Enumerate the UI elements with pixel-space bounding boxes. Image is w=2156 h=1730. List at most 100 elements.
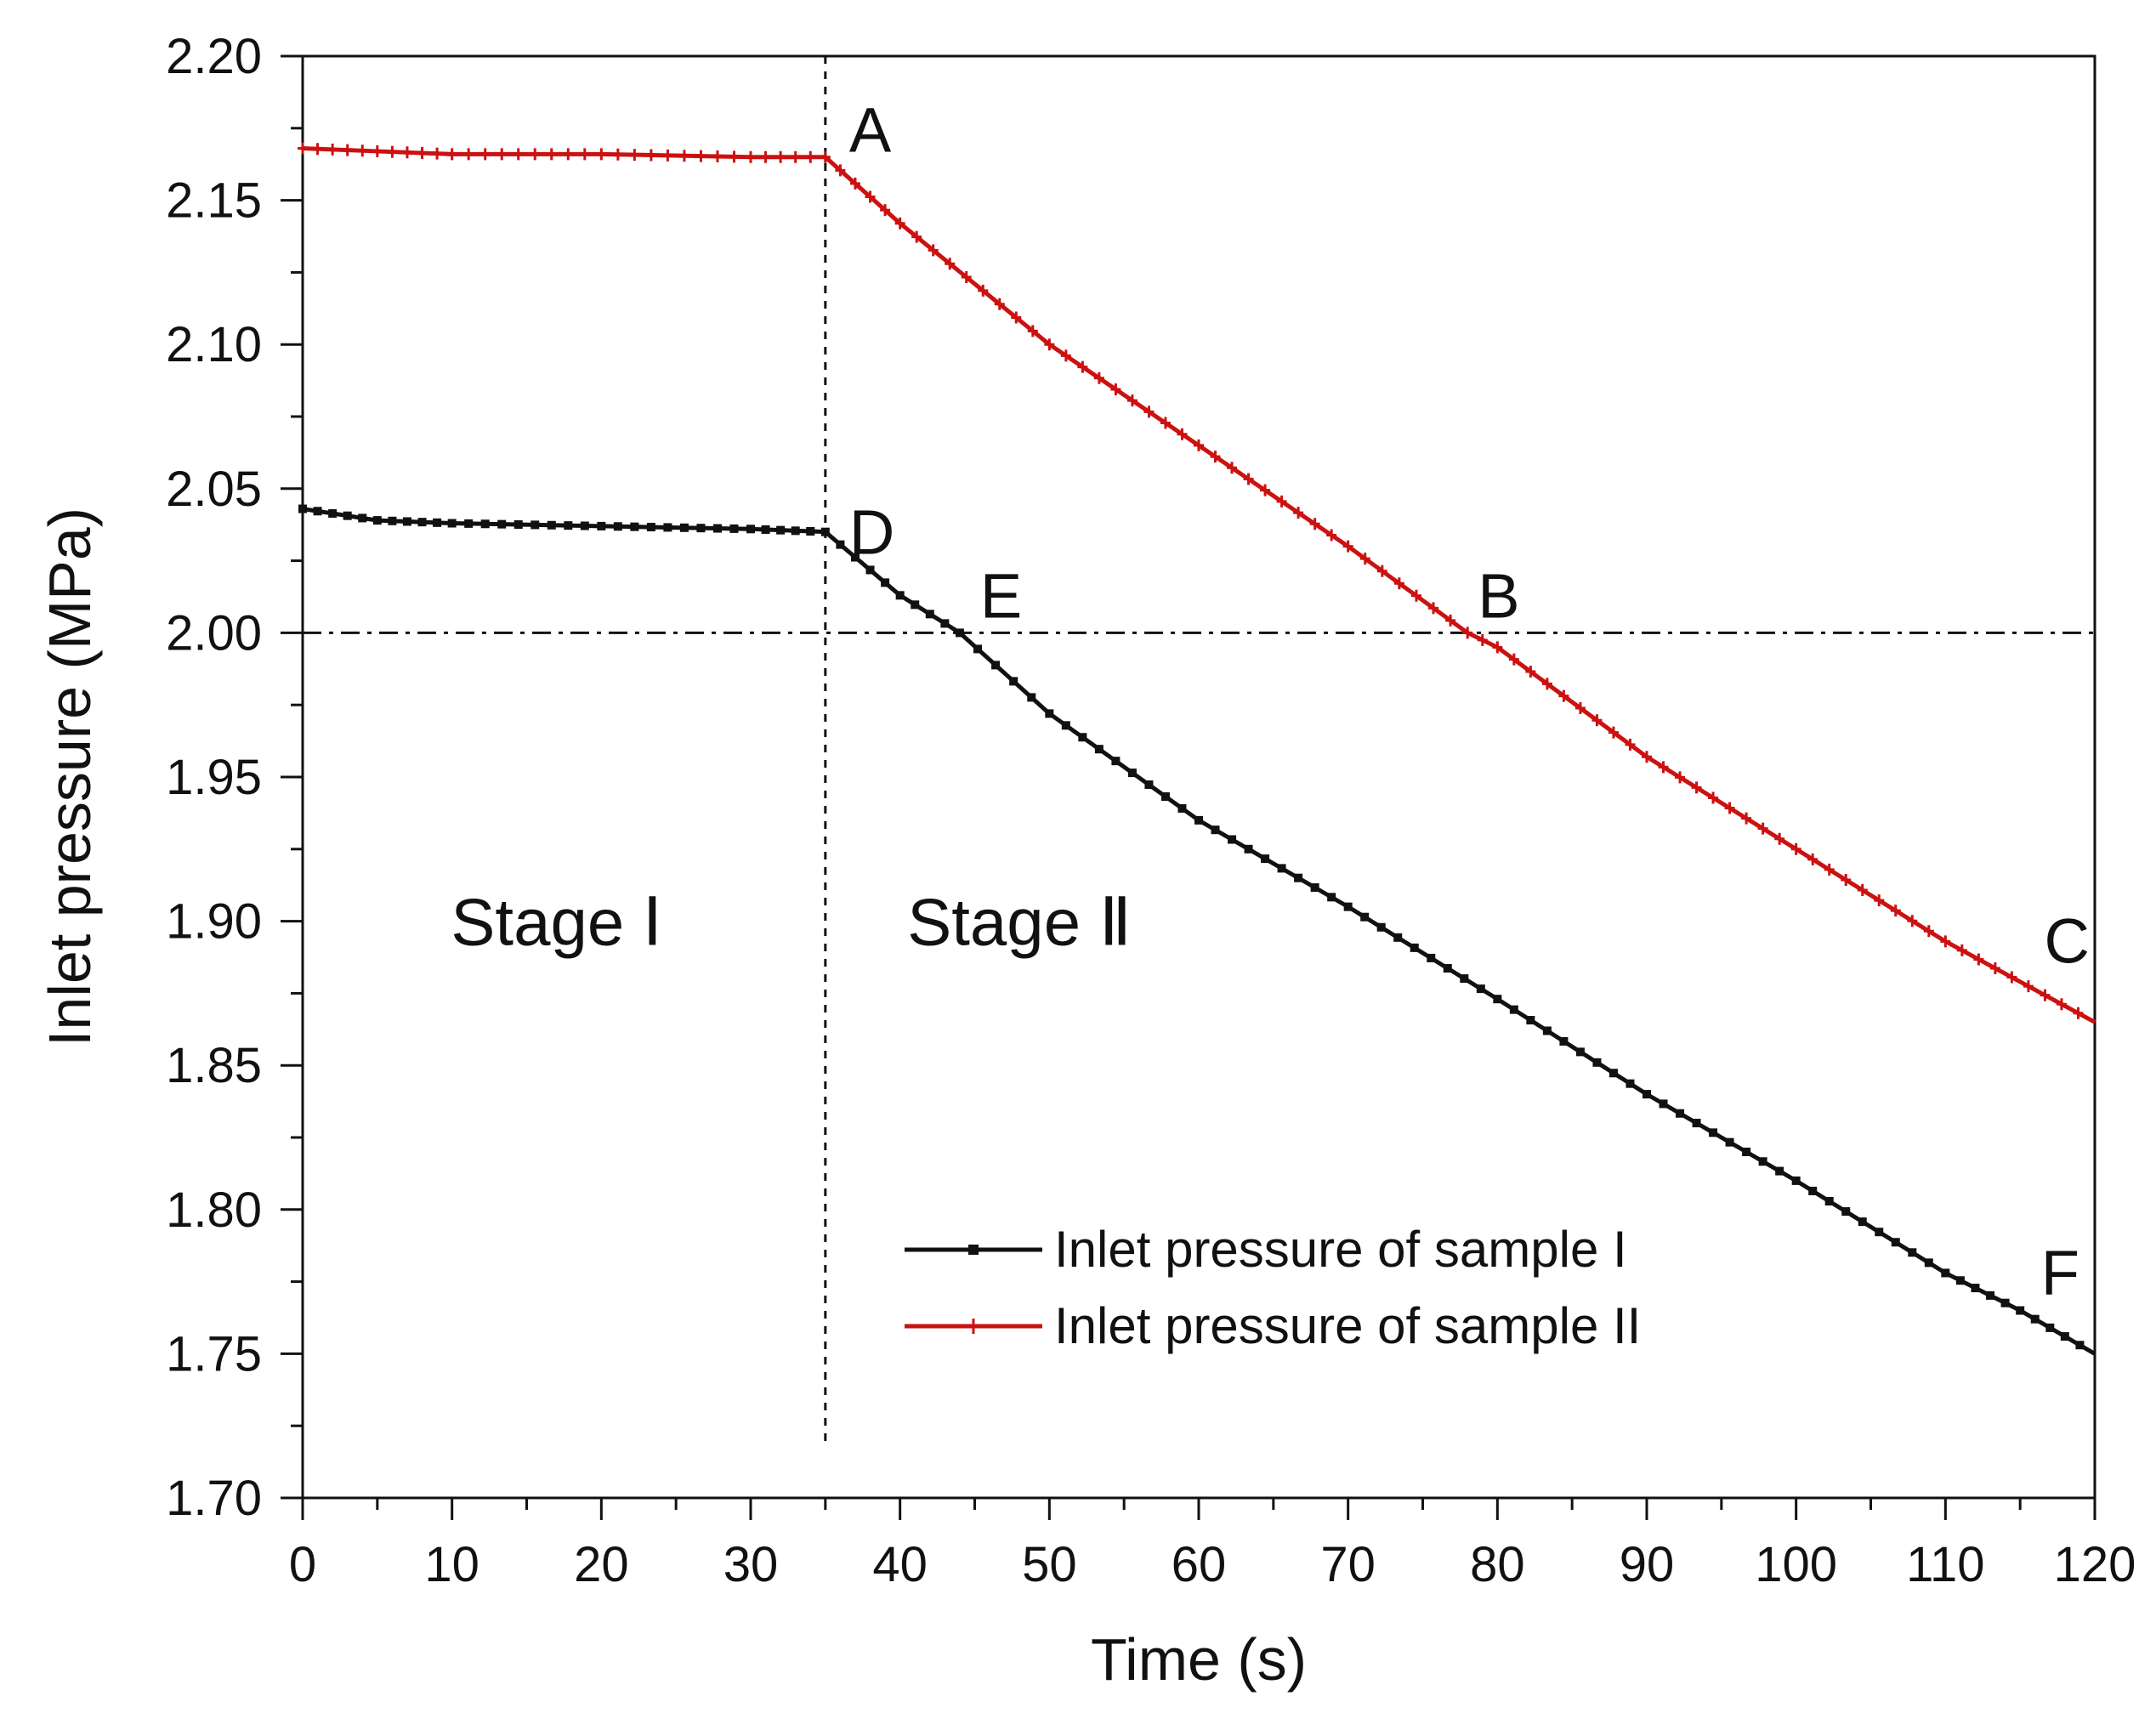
annotation-E: E — [980, 560, 1022, 631]
series-point-sample-1 — [1061, 721, 1070, 730]
series-point-sample-1 — [1676, 1109, 1685, 1118]
series-point-sample-2 — [1243, 473, 1254, 485]
series-point-sample-1 — [497, 519, 507, 529]
series-point-sample-1 — [1244, 844, 1253, 854]
series-point-sample-2 — [1227, 462, 1238, 474]
series-point-sample-2 — [1890, 905, 1901, 917]
series-point-sample-2 — [1525, 666, 1536, 678]
series-point-sample-2 — [1989, 962, 2000, 974]
series-point-sample-2 — [298, 142, 308, 155]
series-point-sample-2 — [479, 148, 491, 161]
y-tick-label: 2.15 — [166, 173, 262, 229]
series-point-sample-2 — [1508, 653, 1519, 666]
series-point-sample-2 — [865, 190, 876, 203]
series-point-sample-1 — [1509, 1005, 1518, 1014]
series-point-sample-2 — [596, 148, 607, 161]
series-point-sample-2 — [2023, 980, 2034, 993]
series-point-sample-1 — [973, 644, 983, 654]
series-point-sample-1 — [940, 619, 950, 628]
series-point-sample-1 — [1941, 1268, 1950, 1278]
legend: Inlet pressure of sample I Inlet pressure… — [905, 1221, 1641, 1354]
series-point-sample-2 — [1824, 863, 1835, 876]
series-point-sample-1 — [1211, 825, 1220, 835]
y-tick-label: 2.10 — [166, 317, 262, 372]
series-point-sample-2 — [1376, 564, 1387, 577]
series-point-sample-1 — [1277, 864, 1286, 873]
series-point-sample-1 — [1841, 1207, 1851, 1217]
series-point-sample-1 — [1626, 1079, 1635, 1088]
series-point-sample-2 — [1011, 311, 1022, 324]
x-tick-label: 40 — [872, 1537, 928, 1592]
series-point-sample-2 — [1393, 577, 1404, 590]
series-point-sample-2 — [1741, 812, 1752, 825]
series-point-sample-2 — [1194, 439, 1204, 451]
series-point-sample-1 — [313, 507, 322, 516]
series-point-sample-1 — [850, 553, 860, 562]
series-point-sample-2 — [1857, 884, 1868, 897]
series-point-sample-2 — [1541, 678, 1552, 690]
series-point-sample-2 — [712, 150, 723, 162]
series-point-sample-1 — [1592, 1058, 1602, 1067]
series-point-sample-2 — [1342, 540, 1353, 553]
series-point-sample-2 — [1708, 791, 1719, 804]
series-point-sample-2 — [1691, 781, 1702, 794]
series-point-sample-2 — [1027, 325, 1038, 337]
series-point-sample-1 — [1824, 1197, 1834, 1206]
y-tick-label: 1.85 — [166, 1038, 262, 1093]
series-point-sample-1 — [1144, 780, 1154, 790]
series-point-sample-1 — [865, 565, 875, 575]
series-point-sample-2 — [357, 145, 368, 157]
series-point-sample-2 — [1143, 406, 1155, 418]
x-axis-title: Time (s) — [1091, 1626, 1307, 1693]
series-point-sample-2 — [894, 217, 905, 230]
series-point-sample-2 — [1591, 714, 1603, 727]
series-point-sample-2 — [579, 148, 590, 161]
x-tick-label: 30 — [723, 1537, 779, 1592]
series-point-sample-1 — [1875, 1228, 1884, 1237]
y-tick-label: 1.80 — [166, 1183, 262, 1238]
stage-label-1: Stage Ⅰ — [451, 885, 662, 960]
annotations-group: A B C D E F Stage Ⅰ Stage Ⅱ — [451, 95, 2090, 1308]
series-point-sample-2 — [1410, 589, 1421, 602]
series-point-sample-2 — [530, 148, 541, 161]
series-line-sample-2 — [302, 146, 2096, 1024]
series-point-sample-2 — [1841, 873, 1852, 886]
series-point-sample-1 — [1526, 1016, 1535, 1025]
series-point-sample-2 — [880, 204, 891, 217]
series-point-sample-1 — [1575, 1047, 1585, 1057]
series-point-sample-1 — [613, 522, 622, 531]
series-point-sample-1 — [1194, 815, 1203, 825]
series-point-sample-2 — [327, 143, 338, 156]
series-point-sample-1 — [372, 516, 382, 525]
legend-marker-sample-1 — [968, 1245, 979, 1255]
series-point-sample-1 — [806, 527, 815, 536]
series-point-sample-1 — [530, 520, 540, 530]
y-tick-label: 1.90 — [166, 894, 262, 950]
reference-lines-group — [303, 56, 2095, 1447]
series-point-sample-2 — [695, 150, 706, 162]
series-point-sample-1 — [1376, 922, 1386, 932]
x-tick-label: 80 — [1470, 1537, 1525, 1592]
series-point-sample-2 — [401, 146, 412, 159]
series-point-sample-1 — [1891, 1238, 1900, 1247]
series-point-sample-1 — [1791, 1176, 1801, 1185]
series-point-sample-2 — [2056, 998, 2067, 1011]
series-point-sample-1 — [1078, 733, 1087, 742]
series-point-sample-1 — [1659, 1099, 1668, 1109]
axis-ticks-group: 0 10 20 30 40 50 60 70 80 90 100 110 120 1.70 1.75 1.80… — [37, 29, 2136, 1693]
series-point-sample-1 — [1094, 745, 1104, 754]
series-point-sample-1 — [417, 518, 427, 527]
series-point-sample-1 — [433, 518, 442, 527]
series-point-sample-2 — [1126, 394, 1138, 407]
series-point-sample-1 — [343, 511, 352, 520]
series-point-sample-2 — [1907, 915, 1918, 927]
series-point-sample-2 — [978, 284, 989, 297]
series-point-sample-1 — [1261, 854, 1270, 864]
series-point-sample-2 — [1445, 614, 1456, 627]
series-point-sample-2 — [760, 150, 771, 163]
series-point-sample-2 — [463, 148, 474, 161]
series-point-sample-1 — [1971, 1284, 1980, 1293]
series-point-sample-1 — [646, 523, 655, 532]
